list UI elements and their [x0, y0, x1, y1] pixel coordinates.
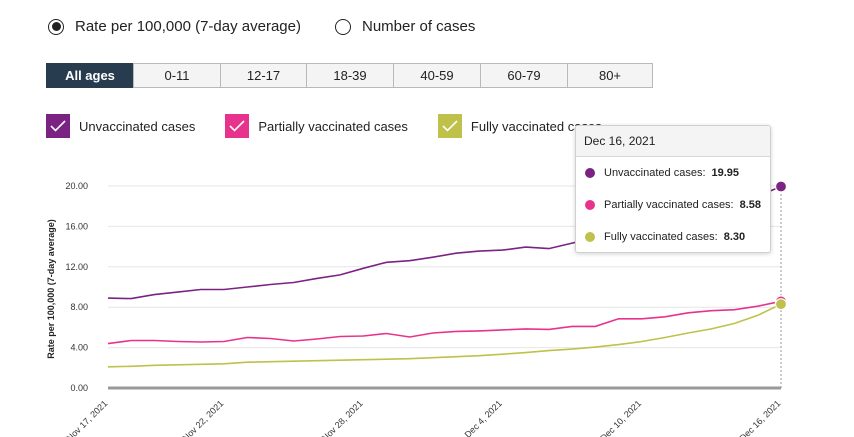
y-tick-label: 20.00	[65, 181, 88, 191]
radio-number-label: Number of cases	[361, 18, 476, 35]
tab-age-80-plus[interactable]: 80+	[567, 63, 653, 88]
series-line-2	[107, 303, 782, 368]
y-tick-label: 8.00	[70, 302, 88, 312]
checkmark-icon	[225, 114, 250, 138]
tooltip-row-value: 8.58	[739, 199, 762, 211]
legend-label: Fully vaccinated cases	[470, 118, 602, 134]
tooltip-row-label: Fully vaccinated cases:	[604, 231, 718, 243]
tab-age-0-11[interactable]: 0-11	[133, 63, 221, 88]
tooltip-date: Dec 16, 2021	[576, 126, 770, 157]
tooltip-row-unvaccinated: Unvaccinated cases: 19.95	[576, 157, 770, 189]
tooltip-row-value: 19.95	[711, 167, 740, 179]
x-axis-ticks: Nov 17, 2021 Nov 22, 2021 Nov 28, 2021 Dec …	[64, 398, 782, 437]
radio-selected-icon	[48, 18, 64, 35]
x-tick-label: Nov 28, 2021	[320, 398, 365, 437]
legend-item-fully-vaccinated[interactable]: Fully vaccinated cases	[437, 114, 602, 138]
radio-rate[interactable]: Rate per 100,000 (7-day average)	[48, 18, 301, 35]
tooltip-row-fully-vaccinated: Fully vaccinated cases: 8.30	[576, 221, 770, 253]
tab-all-ages[interactable]: All ages	[46, 63, 134, 88]
y-tick-label: 12.00	[65, 262, 88, 272]
x-tick-label: Dec 16, 2021	[737, 398, 782, 437]
series-dot-icon	[585, 200, 595, 210]
chart-legend: Unvaccinated cases Partially vaccinated …	[46, 114, 632, 138]
chart-tooltip: Dec 16, 2021 Unvaccinated cases: 19.95 P…	[575, 125, 771, 253]
y-tick-label: 16.00	[65, 221, 88, 231]
x-tick-label: Dec 4, 2021	[463, 398, 504, 437]
tab-age-60-79[interactable]: 60-79	[480, 63, 568, 88]
tooltip-row-value: 8.30	[723, 231, 746, 243]
age-filter-tabs: All ages 0-11 12-17 18-39 40-59 60-79 80…	[46, 63, 653, 88]
legend-item-unvaccinated[interactable]: Unvaccinated cases	[46, 114, 195, 138]
series-end-point-2[interactable]	[774, 298, 788, 311]
radio-unselected-icon	[334, 18, 351, 35]
x-tick-label: Dec 10, 2021	[598, 398, 643, 437]
series-end-point-0[interactable]	[774, 180, 788, 193]
y-tick-label: 0.00	[70, 383, 88, 393]
checkmark-icon	[46, 114, 70, 138]
radio-number-of-cases[interactable]: Number of cases	[334, 18, 476, 35]
legend-item-partially-vaccinated[interactable]: Partially vaccinated cases	[225, 114, 408, 138]
legend-label: Partially vaccinated cases	[258, 118, 408, 134]
series-line-1	[107, 300, 782, 345]
metric-toggle: Rate per 100,000 (7-day average) Number …	[48, 18, 509, 35]
series-end-points	[774, 180, 788, 311]
tooltip-row-partially-vaccinated: Partially vaccinated cases: 8.58	[576, 189, 770, 221]
tooltip-row-label: Partially vaccinated cases:	[604, 199, 734, 211]
series-dot-icon	[585, 232, 595, 242]
y-axis-label: Rate per 100,000 (7-day average)	[46, 219, 56, 359]
legend-label: Unvaccinated cases	[79, 118, 196, 134]
radio-rate-label: Rate per 100,000 (7-day average)	[75, 18, 301, 35]
x-tick-label: Nov 17, 2021	[64, 398, 109, 437]
series-dot-icon	[585, 168, 595, 178]
tab-age-18-39[interactable]: 18-39	[306, 63, 394, 88]
y-axis-ticks: 0.00 4.00 8.00 12.00 16.00 20.00	[65, 181, 88, 393]
checkmark-icon	[437, 114, 462, 138]
x-tick-label: Nov 22, 2021	[181, 398, 226, 437]
tab-age-40-59[interactable]: 40-59	[393, 63, 481, 88]
tooltip-row-label: Unvaccinated cases:	[604, 167, 706, 179]
y-tick-label: 4.00	[70, 343, 88, 353]
